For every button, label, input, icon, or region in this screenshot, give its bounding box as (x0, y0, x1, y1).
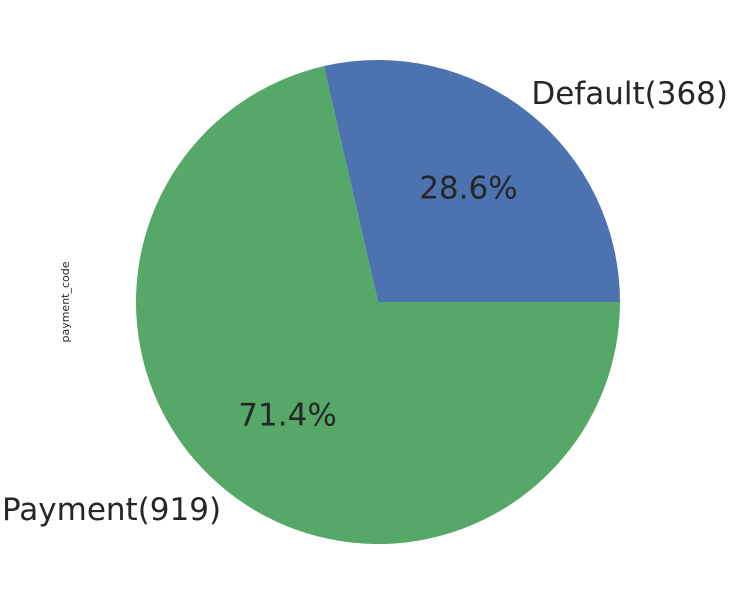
slice-label-1: Payment(919) (2, 492, 221, 528)
slice-labels: Default(368) Payment(919) (2, 76, 728, 528)
slice-label-0: Default(368) (531, 76, 728, 112)
percent-label-1: 71.4% (238, 398, 336, 434)
percent-labels: 28.6% 71.4% (238, 170, 517, 433)
pie-slices (135, 59, 621, 544)
pie-slice-1 (135, 66, 621, 544)
pie-slice-0 (323, 59, 620, 303)
y-axis-label: payment_code (59, 261, 72, 342)
percent-label-0: 28.6% (419, 170, 517, 206)
